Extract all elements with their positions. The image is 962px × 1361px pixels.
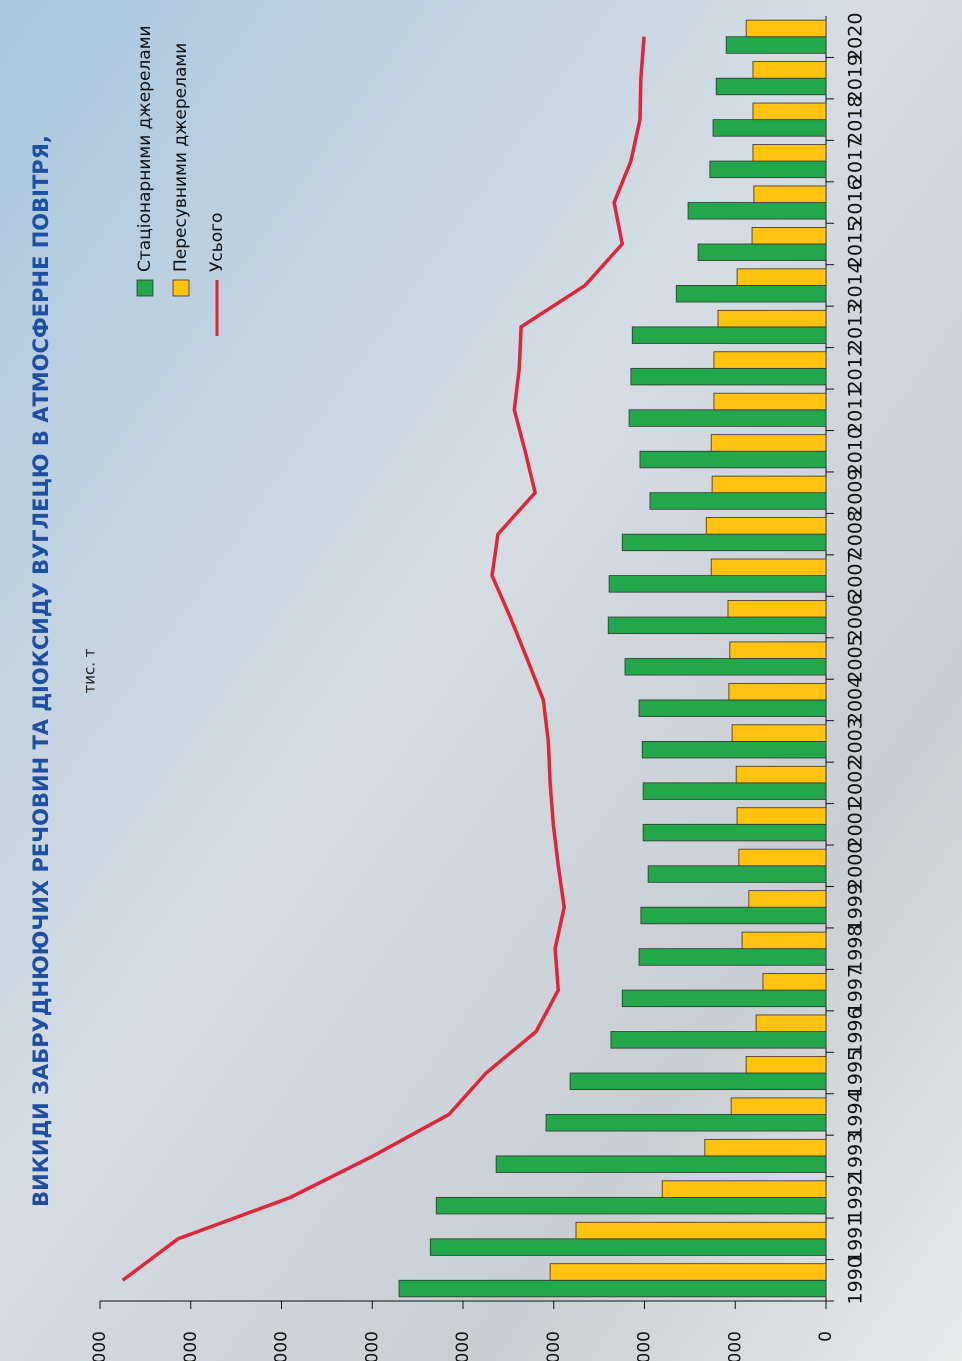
bar [688, 203, 826, 220]
bar [729, 683, 826, 700]
bar [712, 476, 826, 493]
bar [550, 1264, 826, 1281]
y-tick-label: 4 000 [635, 1331, 655, 1361]
bar [643, 824, 826, 841]
legend-label: Стаціонарними джерелами [135, 25, 155, 272]
bar [726, 37, 826, 54]
legend-label: Пересувними джерелами [171, 43, 191, 272]
bar [746, 20, 826, 37]
y-tick-label: 14 000 [181, 1331, 201, 1361]
bar [737, 269, 826, 286]
bar [496, 1156, 826, 1173]
bar [399, 1280, 826, 1297]
bar [728, 600, 826, 617]
bar [676, 285, 826, 302]
bar [763, 974, 826, 991]
bar [611, 1032, 826, 1049]
bar [639, 700, 826, 717]
bar [609, 576, 826, 593]
y-tick-label: 12 000 [272, 1331, 292, 1361]
bar [756, 1015, 826, 1032]
bar [640, 451, 826, 468]
bar [753, 62, 826, 79]
bar [648, 866, 826, 883]
y-tick-label: 10 000 [362, 1331, 382, 1361]
bar [753, 145, 826, 162]
bar [730, 642, 826, 659]
bar [705, 1139, 826, 1156]
y-tick-label: 6 000 [544, 1331, 564, 1361]
legend-swatch [173, 280, 189, 296]
bar [546, 1114, 826, 1131]
bar [641, 907, 826, 924]
bar [710, 161, 826, 178]
bar [736, 766, 826, 783]
bar [718, 310, 826, 327]
bar [639, 949, 826, 966]
bar [643, 783, 826, 800]
x-tick-label: 2020 [845, 13, 867, 61]
bar [742, 932, 826, 949]
bar [629, 410, 826, 427]
y-tick-label: 2 000 [725, 1331, 745, 1361]
bar [732, 725, 826, 742]
bar [625, 659, 826, 676]
bar [731, 1098, 826, 1115]
bar [632, 327, 826, 344]
bar [754, 186, 826, 203]
chart-subtitle: тис. т [81, 648, 99, 693]
y-tick-label: 16 000 [90, 1331, 110, 1361]
y-tick-label: 0 [816, 1331, 836, 1342]
bar [739, 849, 826, 866]
bar [622, 534, 826, 551]
bar [711, 559, 826, 576]
page: ВИКИДИ ЗАБРУДНЮЮЧИХ РЕЧОВИН ТА ДІОКСИДУ … [0, 0, 962, 1361]
y-tick-label: 8 000 [453, 1331, 473, 1361]
bar [608, 617, 826, 634]
bar [662, 1181, 826, 1198]
chart: ВИКИДИ ЗАБРУДНЮЮЧИХ РЕЧОВИН ТА ДІОКСИДУ … [0, 0, 962, 1361]
bar [716, 78, 826, 95]
bar [752, 227, 826, 244]
bar [698, 244, 826, 261]
bar [622, 990, 826, 1007]
bar [706, 518, 826, 535]
chart-title: ВИКИДИ ЗАБРУДНЮЮЧИХ РЕЧОВИН ТА ДІОКСИДУ … [29, 135, 53, 1207]
bar [642, 741, 826, 758]
bar [737, 808, 826, 825]
bar [749, 891, 826, 908]
legend-swatch [137, 280, 153, 296]
bar [430, 1239, 826, 1256]
bar [711, 435, 826, 452]
bar [436, 1197, 826, 1214]
bar [713, 120, 826, 137]
bar [576, 1222, 826, 1239]
bar [753, 103, 826, 120]
bar [746, 1056, 826, 1073]
bar [714, 352, 826, 369]
legend-label: Усього [207, 213, 227, 272]
bar [714, 393, 826, 410]
bar [631, 368, 826, 385]
bar [650, 493, 826, 510]
bar [570, 1073, 826, 1090]
